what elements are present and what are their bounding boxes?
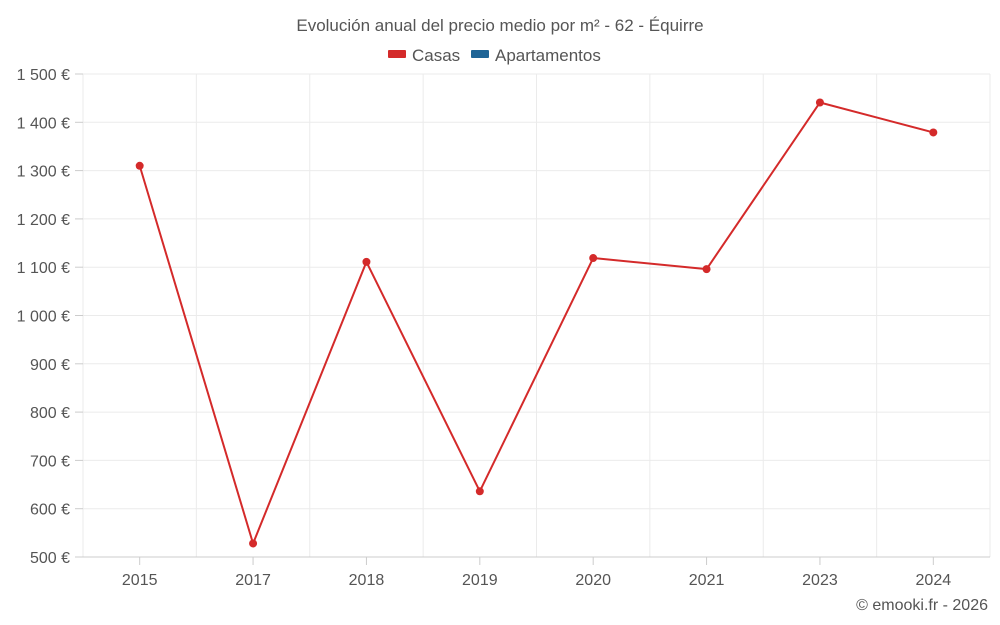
- data-point-casas-2024[interactable]: [929, 128, 938, 137]
- data-point-casas-2019[interactable]: [475, 487, 484, 496]
- legend-swatch-casas: [388, 50, 406, 58]
- legend-swatch-apartamentos: [471, 50, 489, 58]
- x-tick-label: 2019: [462, 572, 498, 589]
- legend-label-apartamentos: Apartamentos: [495, 46, 601, 65]
- y-tick-label: 800 €: [30, 405, 70, 422]
- x-tick-label: 2024: [916, 572, 952, 589]
- x-tick-label: 2015: [122, 572, 158, 589]
- legend-item-apartamentos[interactable]: Apartamentos: [471, 46, 601, 65]
- legend: Casas Apartamentos: [388, 46, 601, 65]
- data-point-casas-2023[interactable]: [815, 98, 824, 107]
- data-point-casas-2017[interactable]: [249, 539, 258, 548]
- data-point-casas-2020[interactable]: [589, 254, 598, 263]
- y-tick-label: 1 100 €: [17, 260, 70, 277]
- legend-item-casas[interactable]: Casas: [388, 46, 460, 65]
- x-tick-label: 2021: [689, 572, 725, 589]
- series-line-casas: [138, 101, 934, 545]
- y-tick-label: 1 500 €: [17, 67, 70, 84]
- data-point-casas-2018[interactable]: [362, 257, 371, 266]
- x-tick-label: 2023: [802, 572, 838, 589]
- y-tick-label: 1 000 €: [17, 309, 70, 326]
- y-tick-label: 900 €: [30, 357, 70, 374]
- series-layer: [135, 98, 938, 548]
- legend-label-casas: Casas: [412, 46, 460, 65]
- footer-credit: © emooki.fr - 2026: [856, 597, 988, 614]
- y-tick-label: 1 300 €: [17, 164, 70, 181]
- y-tick-label: 1 200 €: [17, 212, 70, 229]
- y-tick-label: 500 €: [30, 550, 70, 567]
- x-tick-label: 2020: [575, 572, 611, 589]
- axes: 500 € 600 € 700 € 800 € 900 € 1 000 € 1 100 € 1…: [17, 67, 990, 589]
- x-tick-label: 2017: [235, 572, 271, 589]
- y-tick-label: 700 €: [30, 453, 70, 470]
- y-tick-label: 1 400 €: [17, 115, 70, 132]
- x-tick-label: 2018: [349, 572, 385, 589]
- grid: [82, 73, 991, 558]
- y-tick-label: 600 €: [30, 502, 70, 519]
- data-point-casas-2021[interactable]: [702, 265, 711, 274]
- chart-title: Evolución anual del precio medio por m² …: [296, 16, 703, 35]
- data-point-casas-2015[interactable]: [135, 161, 144, 170]
